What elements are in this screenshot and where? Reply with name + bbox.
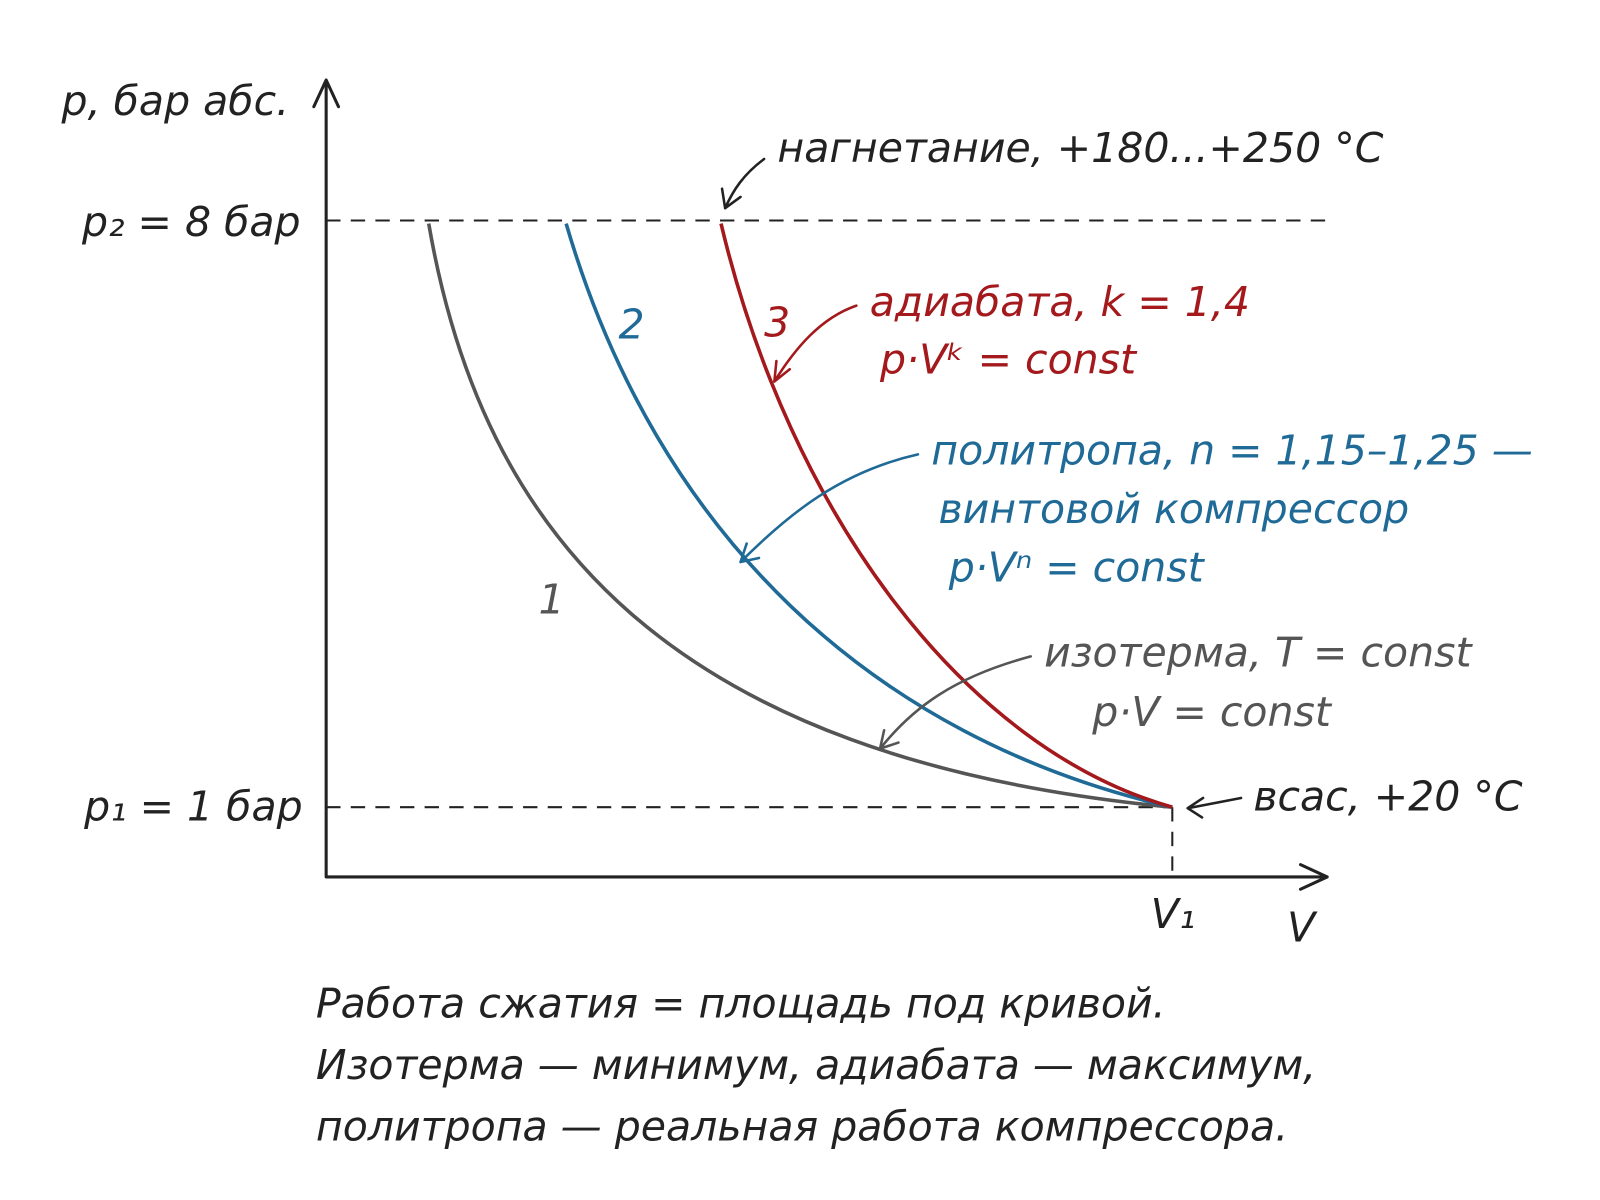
p2-label: p₂ = 8 бар	[81, 198, 301, 246]
v1-label: V₁	[1151, 890, 1196, 938]
suction-label: всас, +20 °C	[1253, 772, 1523, 820]
adiabat-label: адиабата, k = 1,4	[870, 278, 1250, 326]
curve-number: 1	[538, 575, 564, 623]
polytrope-label: винтовой компрессор	[938, 485, 1409, 533]
reference-lines	[326, 219, 1329, 877]
arrow	[1186, 796, 1243, 819]
y-axis-label: p, бар абс.	[61, 77, 290, 125]
polytrope-label: политропа, n = 1,15–1,25 —	[931, 427, 1532, 475]
p1-label: p₁ = 1 бар	[83, 783, 303, 831]
polytrope-curve	[564, 223, 1173, 809]
caption-line: политропа — реальная работа компрессора.	[316, 1103, 1288, 1151]
isotherm-formula: p·V = const	[1091, 688, 1333, 736]
discharge-label: нагнетание, +180...+250 °C	[777, 124, 1383, 172]
arrow	[773, 304, 858, 383]
polytrope-formula: p·Vⁿ = const	[948, 544, 1206, 592]
curve-number: 3	[764, 298, 790, 346]
isotherm-curve	[426, 223, 1173, 809]
axes	[312, 78, 1329, 891]
adiabat-formula: p·Vᵏ = const	[879, 335, 1138, 383]
caption-line: Работа сжатия = площадь под кривой.	[316, 979, 1166, 1027]
x-axis-label: V	[1287, 904, 1318, 952]
arrow	[720, 157, 766, 210]
curve-number: 2	[618, 300, 644, 348]
arrow	[739, 453, 920, 564]
arrow	[878, 655, 1033, 750]
isotherm-label: изотерма, T = const	[1044, 629, 1473, 677]
adiabat-curve	[719, 223, 1173, 809]
caption-line: Изотерма — минимум, адиабата — максимум,	[316, 1041, 1316, 1089]
